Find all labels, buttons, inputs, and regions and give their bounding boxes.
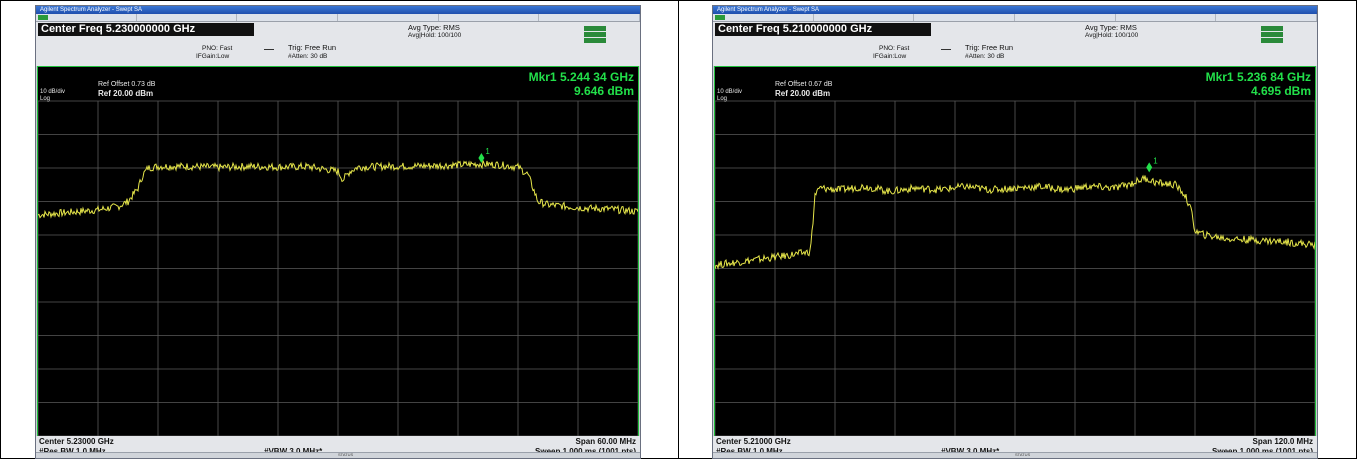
status-bar: STATUS xyxy=(36,452,640,458)
window-title: Agilent Spectrum Analyzer - Swept SA xyxy=(713,6,1317,14)
avg-hold-label: Avg|Hold: 100/100 xyxy=(1085,32,1139,39)
spectrum-svg: 1 xyxy=(715,100,1315,436)
scale-type: Log xyxy=(717,96,728,102)
scale-label: 10 dB/div xyxy=(717,89,743,95)
ref-offset: Ref Offset 0.67 dB xyxy=(775,81,833,88)
rbw-label: #Res BW 1.0 MHz xyxy=(716,447,783,456)
marker-freq: Mkr1 5.236 84 GHz xyxy=(1205,70,1311,84)
marker-label: 1 xyxy=(1153,156,1158,165)
trig-arrow-icon xyxy=(264,49,274,50)
pno-label: PNO: Fast xyxy=(879,45,910,52)
status-text: STATUS xyxy=(1015,452,1031,457)
scale-type: Log xyxy=(40,96,51,102)
measurement-header: Center Freq 5.210000000 GHz PNO: Fast IF… xyxy=(713,22,1317,66)
if-gain-label: IFGain:Low xyxy=(873,53,907,60)
trig-label: Trig: Free Run xyxy=(965,43,1014,52)
marker-level: 4.695 dBm xyxy=(1250,84,1311,98)
ref-level: Ref 20.00 dBm xyxy=(98,89,154,98)
ref-offset: Ref Offset 0.73 dB xyxy=(98,81,156,88)
span-label: Span 120.0 MHz xyxy=(1252,437,1313,446)
spectrum-analyzer-window-2: Agilent Spectrum Analyzer - Swept SA Cen… xyxy=(712,5,1318,459)
vbw-label: #VBW 3.0 MHz* xyxy=(941,447,999,456)
spectrum-trace xyxy=(38,160,638,219)
spectrum-analyzer-window-1: Agilent Spectrum Analyzer - Swept SA Cen… xyxy=(35,5,641,459)
marker-diamond-icon xyxy=(1146,162,1153,173)
toolbar xyxy=(713,14,1317,22)
spectrum-plot[interactable]: 1 Ref Offset 0.67 dB Ref 20.00 dBm 10 dB… xyxy=(714,66,1316,437)
run-indicator xyxy=(715,15,725,20)
marker-freq: Mkr1 5.244 34 GHz xyxy=(528,70,634,84)
measurement-header: Center Freq 5.230000000 GHz PNO: Fast IF… xyxy=(36,22,640,66)
window-title: Agilent Spectrum Analyzer - Swept SA xyxy=(36,6,640,14)
trig-arrow-icon xyxy=(941,49,951,50)
avg-type-label: Avg Type: RMS xyxy=(1085,23,1137,32)
center-freq[interactable]: Center Freq 5.230000000 GHz xyxy=(38,23,254,36)
spectrum-plot[interactable]: 1 Ref Offset 0.73 dB Ref 20.00 dBm 10 dB… xyxy=(37,66,639,437)
if-gain-label: IFGain:Low xyxy=(196,53,230,60)
marker-diamond-icon xyxy=(478,152,485,163)
marker-label: 1 xyxy=(485,147,490,156)
spectrum-trace xyxy=(715,174,1315,271)
atten-label: #Atten: 30 dB xyxy=(965,53,1005,60)
trace-indicators xyxy=(576,26,606,46)
avg-type-label: Avg Type: RMS xyxy=(408,23,460,32)
trace-indicators xyxy=(1253,26,1283,46)
spectrum-svg: 1 xyxy=(38,100,638,436)
pno-label: PNO: Fast xyxy=(202,45,233,52)
status-text: STATUS xyxy=(338,452,354,457)
center-label: Center 5.21000 GHz xyxy=(716,437,791,446)
avg-hold-label: Avg|Hold: 100/100 xyxy=(408,32,462,39)
status-bar: STATUS xyxy=(713,452,1317,458)
rbw-label: #Res BW 1.0 MHz xyxy=(39,447,106,456)
run-indicator xyxy=(38,15,48,20)
scale-label: 10 dB/div xyxy=(40,89,66,95)
trig-label: Trig: Free Run xyxy=(288,43,337,52)
toolbar xyxy=(36,14,640,22)
span-label: Span 60.00 MHz xyxy=(575,437,636,446)
vbw-label: #VBW 3.0 MHz* xyxy=(264,447,322,456)
marker-level: 9.646 dBm xyxy=(573,84,634,98)
atten-label: #Atten: 30 dB xyxy=(288,53,328,60)
center-label: Center 5.23000 GHz xyxy=(39,437,114,446)
ref-level: Ref 20.00 dBm xyxy=(775,89,831,98)
center-freq[interactable]: Center Freq 5.210000000 GHz xyxy=(715,23,931,36)
cell-divider xyxy=(678,0,679,459)
